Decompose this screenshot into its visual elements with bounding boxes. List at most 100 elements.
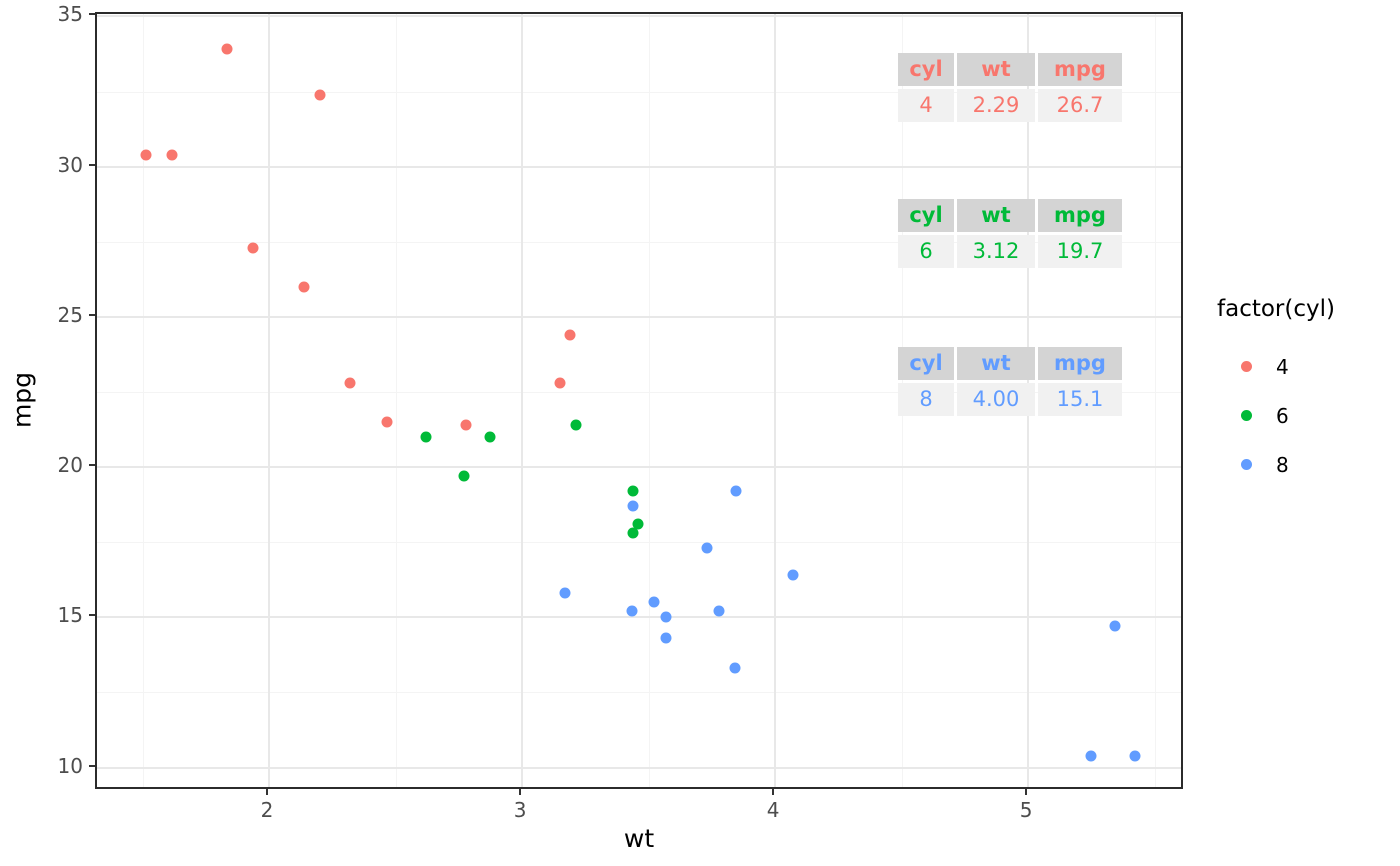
data-point <box>627 500 639 512</box>
stat-header-cell: cyl <box>898 347 954 381</box>
x-minor-gridline <box>1154 14 1156 787</box>
y-tick-label: 20 <box>57 453 83 478</box>
stat-header-cell: cyl <box>898 199 954 233</box>
x-axis-title: wt <box>623 824 655 853</box>
data-point <box>314 89 326 101</box>
x-gridline <box>268 14 271 787</box>
data-point <box>140 149 152 161</box>
data-point <box>1129 750 1141 762</box>
legend-entry: 8 <box>1205 440 1400 489</box>
stat-header-cell: wt <box>957 199 1035 233</box>
legend-entry: 4 <box>1205 342 1400 391</box>
y-axis-title: mpg <box>7 371 37 429</box>
y-tick-mark <box>89 13 95 16</box>
y-minor-gridline <box>97 391 1181 393</box>
legend: factor(cyl) 4 6 8 <box>1205 296 1400 489</box>
legend-key-dot <box>1241 410 1252 421</box>
data-point <box>458 470 470 482</box>
stat-value-cell: 19.7 <box>1038 235 1122 269</box>
x-gridline <box>774 14 777 787</box>
stat-value-cell: 2.29 <box>957 89 1035 123</box>
stat-value-cell: 15.1 <box>1038 383 1122 417</box>
y-tick-label: 10 <box>57 753 83 778</box>
data-point <box>221 43 233 55</box>
stat-value-cell: 3.12 <box>957 235 1035 269</box>
y-tick-label: 35 <box>57 2 83 27</box>
stat-value-cell: 4.00 <box>957 383 1035 417</box>
x-gridline <box>521 14 524 787</box>
y-tick-mark <box>89 163 95 166</box>
data-point <box>1109 620 1121 632</box>
y-tick-label: 25 <box>57 302 83 327</box>
stat-table-cyl-4: cyl wt mpg 4 2.29 26.7 <box>898 53 1122 123</box>
data-point <box>730 485 742 497</box>
stat-header-cell: wt <box>957 347 1035 381</box>
y-gridline <box>97 315 1181 318</box>
data-point <box>484 431 496 443</box>
y-tick-mark <box>89 764 95 767</box>
y-minor-gridline <box>97 91 1181 93</box>
x-tick-label: 2 <box>260 798 274 822</box>
y-gridline <box>97 15 1181 18</box>
data-point <box>570 419 582 431</box>
legend-key-dot <box>1241 459 1252 470</box>
stat-header-cell: cyl <box>898 53 954 87</box>
x-tick-mark <box>1025 789 1028 795</box>
x-tick-mark <box>266 789 269 795</box>
y-minor-gridline <box>97 241 1181 243</box>
x-minor-gridline <box>648 14 650 787</box>
stat-table-cyl-6: cyl wt mpg 6 3.12 19.7 <box>898 199 1122 269</box>
x-tick-label: 3 <box>513 798 527 822</box>
data-point <box>787 569 799 581</box>
stat-value-cell: 4 <box>898 89 954 123</box>
stat-value-cell: 26.7 <box>1038 89 1122 123</box>
stat-value-cell: 6 <box>898 235 954 269</box>
data-point <box>247 242 259 254</box>
y-gridline <box>97 165 1181 168</box>
data-point <box>660 632 672 644</box>
x-tick-label: 5 <box>1019 798 1033 822</box>
legend-label: 8 <box>1276 452 1289 477</box>
stat-value-cell: 8 <box>898 383 954 417</box>
data-point <box>564 329 576 341</box>
x-minor-gridline <box>395 14 397 787</box>
data-point <box>627 485 639 497</box>
y-tick-mark <box>89 464 95 467</box>
data-point <box>701 542 713 554</box>
data-point <box>632 518 644 530</box>
legend-entry: 6 <box>1205 391 1400 440</box>
stat-header-cell: mpg <box>1038 53 1122 87</box>
data-point <box>381 416 393 428</box>
data-point <box>298 281 310 293</box>
legend-items: 4 6 8 <box>1205 342 1400 489</box>
legend-title: factor(cyl) <box>1217 296 1335 322</box>
legend-label: 6 <box>1276 403 1289 428</box>
x-tick-mark <box>519 789 522 795</box>
y-gridline <box>97 466 1181 469</box>
stat-table-cyl-8: cyl wt mpg 8 4.00 15.1 <box>898 347 1122 417</box>
y-tick-mark <box>89 614 95 617</box>
data-point <box>166 149 178 161</box>
x-tick-mark <box>772 789 775 795</box>
data-point <box>1085 750 1097 762</box>
data-point <box>460 419 472 431</box>
legend-key-dot <box>1241 361 1252 372</box>
data-point <box>648 596 660 608</box>
y-gridline <box>97 766 1181 769</box>
legend-label: 4 <box>1276 354 1289 379</box>
data-point <box>554 377 566 389</box>
data-point <box>660 611 672 623</box>
data-point <box>729 662 741 674</box>
stat-header-cell: mpg <box>1038 347 1122 381</box>
data-point <box>627 527 639 539</box>
y-minor-gridline <box>97 692 1181 694</box>
y-tick-label: 15 <box>57 603 83 628</box>
stat-header-cell: mpg <box>1038 199 1122 233</box>
x-minor-gridline <box>142 14 144 787</box>
data-point <box>713 605 725 617</box>
data-point <box>626 605 638 617</box>
stat-header-cell: wt <box>957 53 1035 87</box>
x-tick-label: 4 <box>766 798 780 822</box>
y-gridline <box>97 616 1181 619</box>
